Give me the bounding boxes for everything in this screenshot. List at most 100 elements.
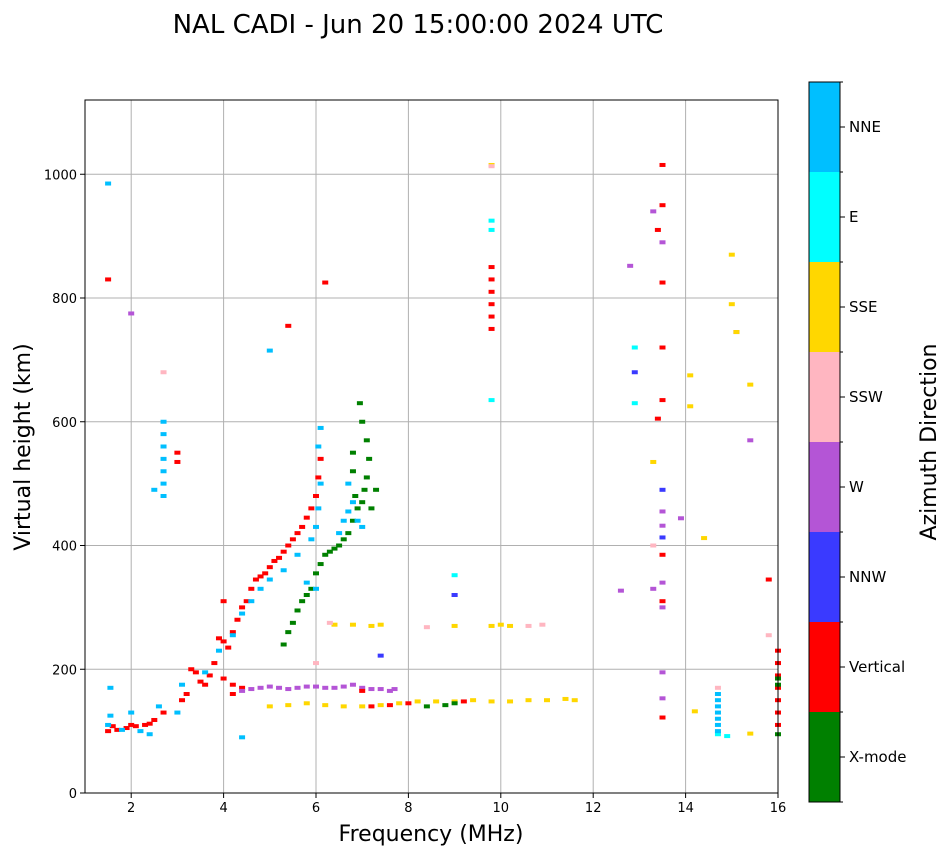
echo-12-13: [659, 552, 666, 557]
echo-15-6: [650, 459, 657, 464]
echo-15-9: [747, 731, 754, 736]
echo-5-3: [349, 500, 356, 505]
echo-11-0: [313, 661, 319, 666]
echo-6-17: [391, 687, 398, 692]
echo-14-3: [659, 509, 666, 514]
echo-4-7: [313, 571, 319, 576]
echo-12-7: [659, 203, 666, 208]
echo-16-2: [659, 535, 666, 540]
echo-20-3: [160, 456, 167, 461]
echo-17-2: [650, 543, 657, 548]
echo-2-25: [308, 506, 315, 511]
echo-12-6: [659, 162, 666, 167]
echo-2-30: [229, 682, 236, 687]
echo-3-16: [174, 710, 181, 715]
echo-2-17: [271, 558, 278, 563]
echo-14-0: [659, 240, 666, 245]
echo-3-9: [308, 537, 315, 542]
echo-7-0: [266, 704, 273, 709]
echo-14-11: [677, 516, 684, 521]
echo-7-7: [396, 701, 403, 706]
echo-11-3: [525, 623, 532, 628]
echo-11-4: [539, 622, 546, 627]
echo-7-15: [544, 698, 550, 703]
echo-4-9: [322, 552, 329, 557]
echo-12-0: [488, 326, 495, 331]
echo-6-11: [340, 684, 347, 689]
echo-2-14: [257, 574, 264, 579]
echo-12-8: [654, 227, 661, 232]
echo-3-4: [248, 599, 255, 604]
x-tick-label-5: 12: [585, 801, 602, 816]
echo-6-6: [294, 685, 301, 690]
echo-1-3: [118, 727, 125, 732]
echo-12-4: [488, 277, 495, 282]
echo-points: [105, 162, 781, 740]
x-tick-label-3: 8: [404, 801, 412, 816]
echo-2-23: [299, 524, 306, 529]
echo-4-14: [345, 531, 352, 536]
echo-20-1: [160, 481, 167, 486]
echo-7-1: [285, 703, 292, 708]
echo-12-2: [488, 302, 495, 307]
echo-4-3: [294, 608, 301, 613]
echo-8-4: [359, 688, 366, 693]
echo-2-26: [313, 494, 319, 498]
echo-7-11: [470, 698, 477, 703]
echo-3-13: [315, 444, 322, 449]
echo-8-2: [405, 701, 412, 706]
y-axis-ticks: 0 200 400 600 800 1000: [44, 168, 85, 802]
echo-22-5: [220, 599, 227, 604]
echo-2-1: [188, 667, 195, 672]
echo-9-0: [423, 704, 430, 709]
echo-2-24: [303, 515, 310, 520]
echo-4-24: [368, 506, 375, 511]
echo-2-16: [266, 565, 273, 570]
echo-5-5: [359, 524, 366, 529]
echo-16-4: [377, 653, 384, 658]
echo-4-27: [349, 469, 356, 474]
echo-5-0: [336, 531, 343, 536]
echo-8-1: [386, 703, 393, 708]
echo-10-4: [451, 623, 458, 628]
echo-4-1: [285, 630, 292, 635]
echo-1-4: [128, 710, 135, 715]
echo-12-10: [659, 345, 666, 350]
echo-3-12: [317, 481, 324, 486]
colorbar-swatch-6: [809, 172, 840, 262]
echo-7-6: [377, 703, 384, 708]
echo-4-11: [331, 546, 338, 551]
echo-21-1: [266, 348, 273, 353]
echo-0-3: [132, 724, 139, 729]
echo-5-8: [345, 481, 352, 486]
y-tick-label-5: 1000: [44, 168, 77, 183]
echo-4-23: [356, 401, 363, 406]
echo-0-5: [151, 717, 158, 722]
echo-7-4: [340, 704, 347, 709]
echo-4-4: [299, 599, 306, 604]
echo-14-12: [747, 438, 754, 443]
y-tick-label-2: 400: [52, 540, 77, 555]
echo-1-1: [107, 713, 114, 718]
echo-2-20: [285, 543, 292, 548]
echo-10-6: [497, 622, 504, 627]
echo-2-27: [315, 475, 322, 480]
echo-14-1: [650, 209, 657, 214]
echo-13-0: [488, 227, 495, 232]
colorbar-label-1: Vertical: [849, 658, 905, 676]
echo-12-9: [659, 280, 666, 285]
echo-4-22: [359, 419, 366, 424]
echo-18-3: [714, 710, 721, 715]
echo-17-4: [714, 685, 721, 690]
echo-4-12: [336, 543, 343, 548]
x-tick-label-6: 14: [677, 801, 694, 816]
y-tick-label-3: 600: [52, 416, 77, 431]
echo-14-8: [659, 696, 666, 701]
echo-21-0: [105, 181, 112, 186]
echo-20-0: [160, 494, 167, 498]
echo-4-10: [326, 549, 333, 554]
echo-21-2: [239, 735, 246, 740]
x-tick-label-4: 10: [493, 801, 510, 816]
echo-2-5: [215, 636, 222, 641]
echo-0-2: [123, 726, 130, 731]
